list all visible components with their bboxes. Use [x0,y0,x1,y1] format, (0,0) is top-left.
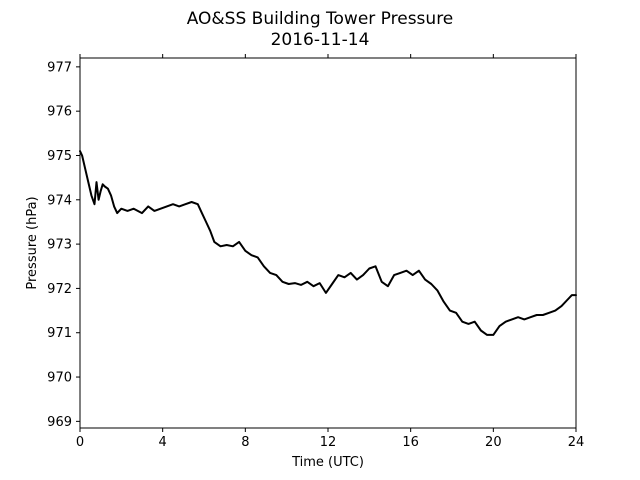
pressure-series-line [79,150,577,336]
y-tick-label: 971 [47,326,72,341]
x-tick-label: 16 [402,435,419,450]
x-tick-label: 24 [568,435,585,450]
y-tick-label: 972 [47,282,72,297]
y-tick-label: 974 [47,193,72,208]
y-tick-label: 976 [47,105,72,120]
plot-frame [79,57,577,429]
x-tick-label: 0 [76,435,84,450]
x-axis-label: Time (UTC) [291,455,364,470]
y-axis-label: Pressure (hPa) [25,196,40,289]
x-tick-label: 20 [485,435,502,450]
plot-area: 0 4 8 12 16 20 24 969 970 971 972 973 974 975 976 977 [47,54,584,450]
y-tick-label: 975 [47,149,72,164]
y-tick-label: 977 [47,60,72,75]
chart-title: AO&SS Building Tower Pressure [187,9,454,29]
y-tick-label: 969 [47,415,72,430]
x-tick-label: 8 [241,435,249,450]
x-tick-label: 12 [320,435,337,450]
chart-subtitle: 2016-11-14 [271,30,370,50]
y-axis: 969 970 971 972 973 974 975 976 977 [47,60,80,430]
y-tick-label: 973 [47,238,72,253]
x-axis: 0 4 8 12 16 20 24 [76,54,584,450]
y-tick-label: 970 [47,371,72,386]
x-tick-label: 4 [159,435,167,450]
